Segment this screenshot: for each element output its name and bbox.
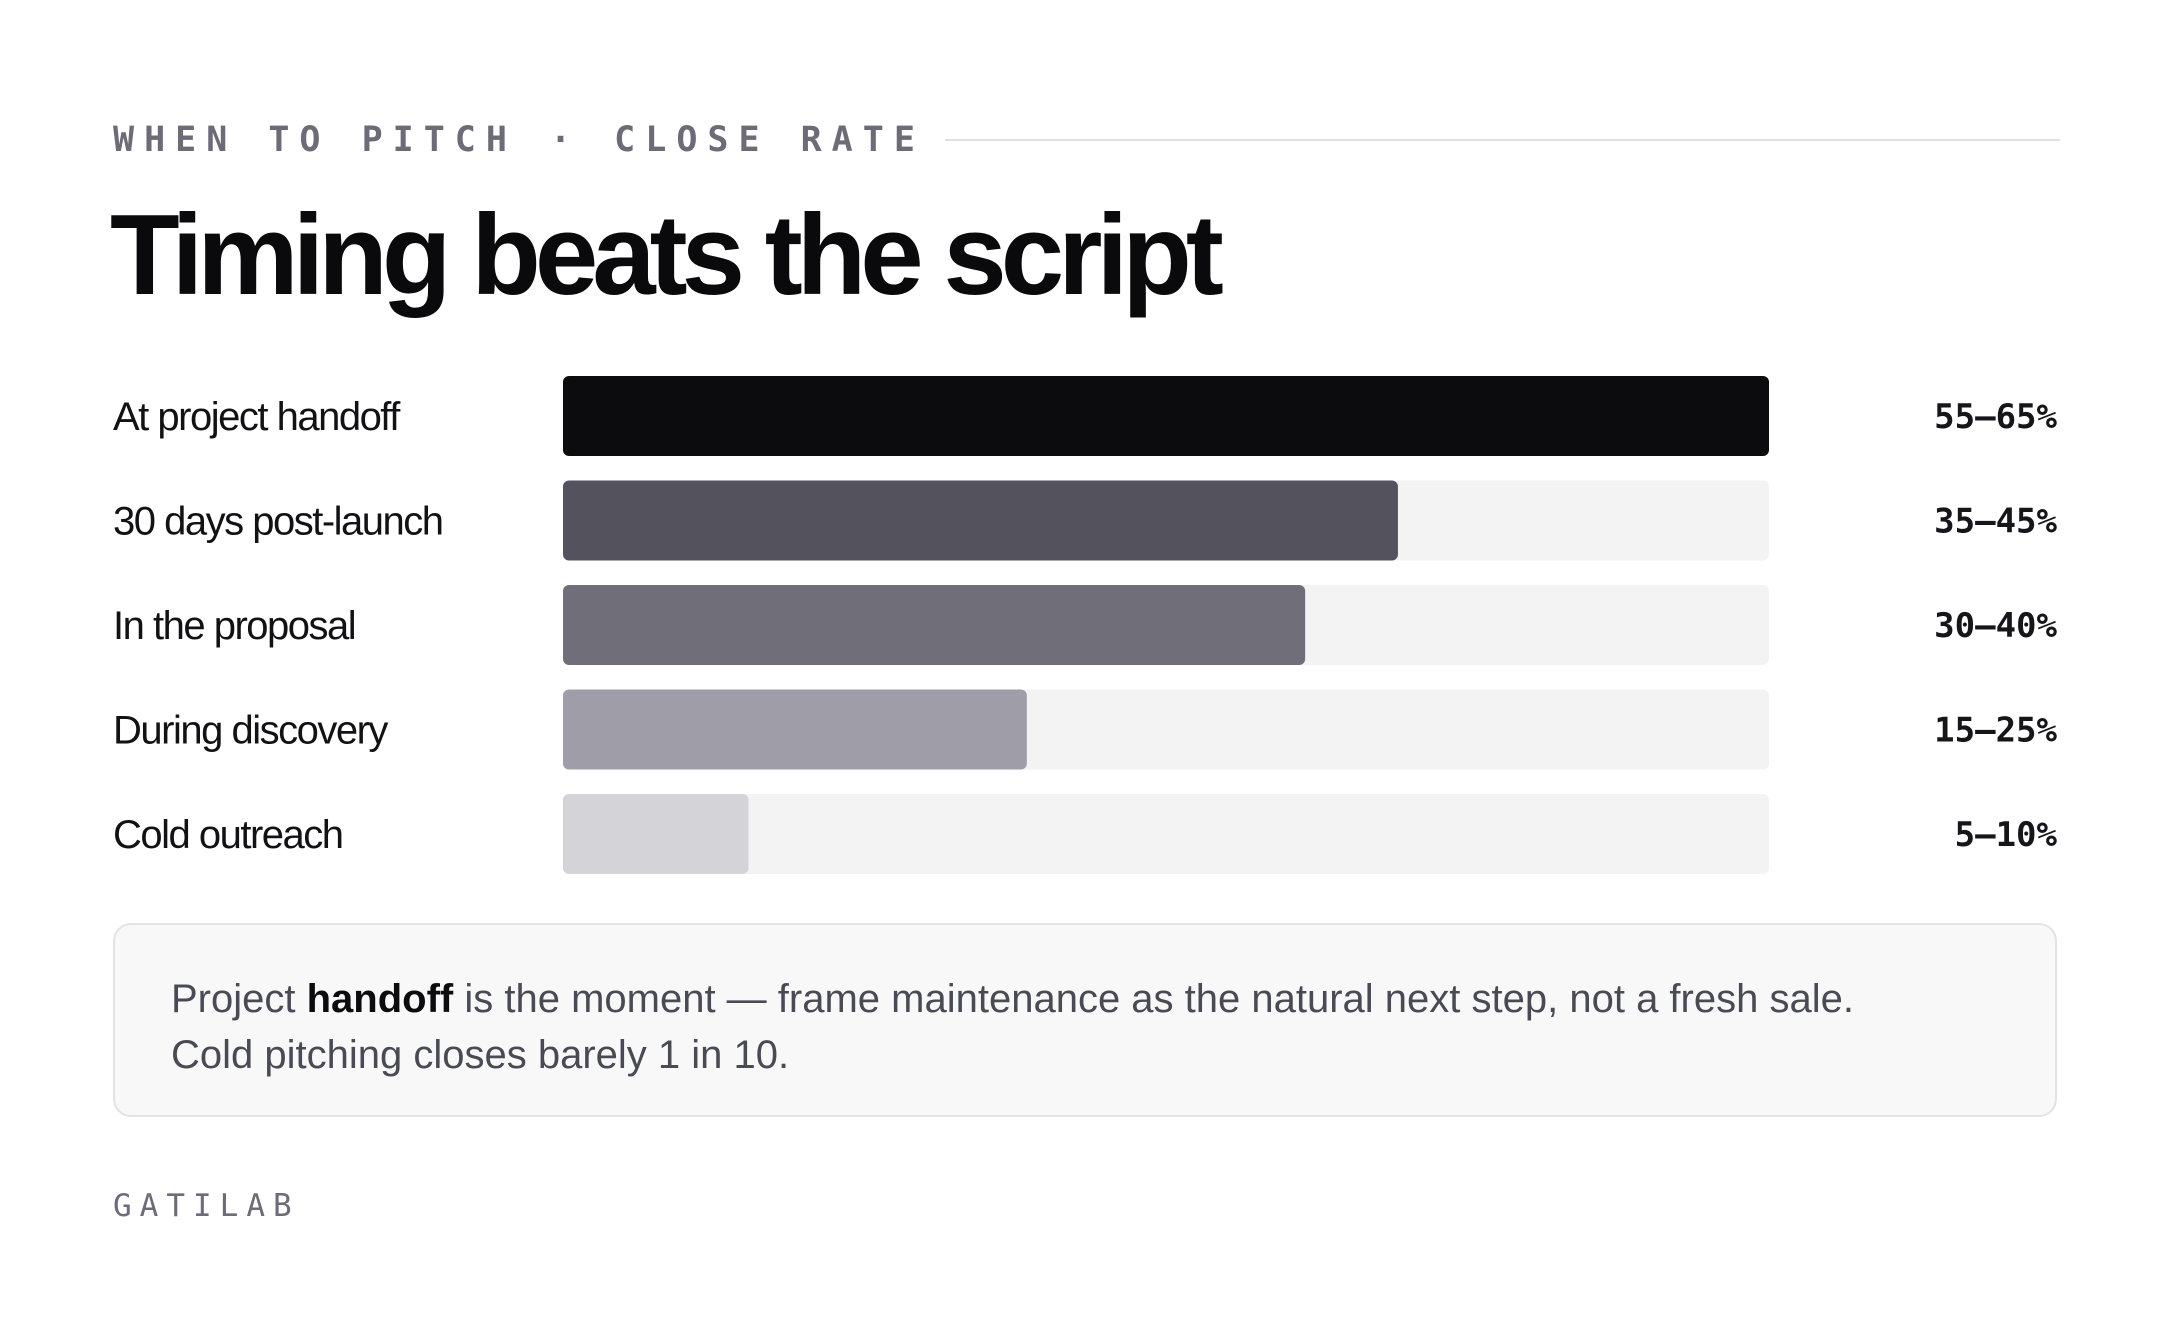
brand-footer: GATILAB xyxy=(113,1188,300,1224)
kicker-metric: CLOSE RATE xyxy=(614,120,925,160)
bar-row: During discovery 15–25% xyxy=(113,689,2058,770)
bar-row: 30 days post-launch 35–45% xyxy=(113,480,2058,561)
page-title: Timing beats the script xyxy=(110,192,1224,319)
note-text-post: is the moment — frame maintenance as the… xyxy=(453,977,1854,1021)
category-label: Cold outreach xyxy=(113,813,343,857)
bar-row: In the proposal 30–40% xyxy=(113,585,2058,665)
bar xyxy=(563,585,1306,665)
note-text-pre: Project xyxy=(171,977,307,1021)
category-label: At project handoff xyxy=(113,395,401,439)
note-line-2: Cold pitching closes barely 1 in 10. xyxy=(171,1033,790,1077)
value-label: 30–40% xyxy=(1934,606,2057,646)
bar-row: At project handoff 55–65% xyxy=(113,376,2058,456)
bar xyxy=(563,480,1398,561)
category-label: 30 days post-launch xyxy=(113,500,443,544)
bar xyxy=(563,794,749,874)
bar-track xyxy=(563,794,1769,874)
value-label: 55–65% xyxy=(1934,397,2057,437)
kicker-label: WHEN TO PITCH · CLOSE RATE xyxy=(113,120,925,160)
bar-row: Cold outreach 5–10% xyxy=(113,794,2058,874)
kicker-row: WHEN TO PITCH · CLOSE RATE xyxy=(113,118,2060,162)
category-label: During discovery xyxy=(113,709,388,753)
value-label: 5–10% xyxy=(1955,815,2058,855)
bar xyxy=(563,689,1027,770)
bar xyxy=(563,376,1769,456)
kicker-divider xyxy=(944,139,2060,141)
value-label: 35–45% xyxy=(1934,502,2057,542)
note-emphasis: handoff xyxy=(306,977,454,1021)
bar-chart: At project handoff 55–65% 30 days post-lau… xyxy=(113,376,2058,874)
kicker-separator: · xyxy=(550,120,582,160)
kicker-topic: WHEN TO PITCH xyxy=(113,120,517,160)
value-label: 15–25% xyxy=(1934,711,2057,751)
category-label: In the proposal xyxy=(113,604,355,648)
insight-note: Project handoff is the moment — frame ma… xyxy=(113,923,2057,1117)
